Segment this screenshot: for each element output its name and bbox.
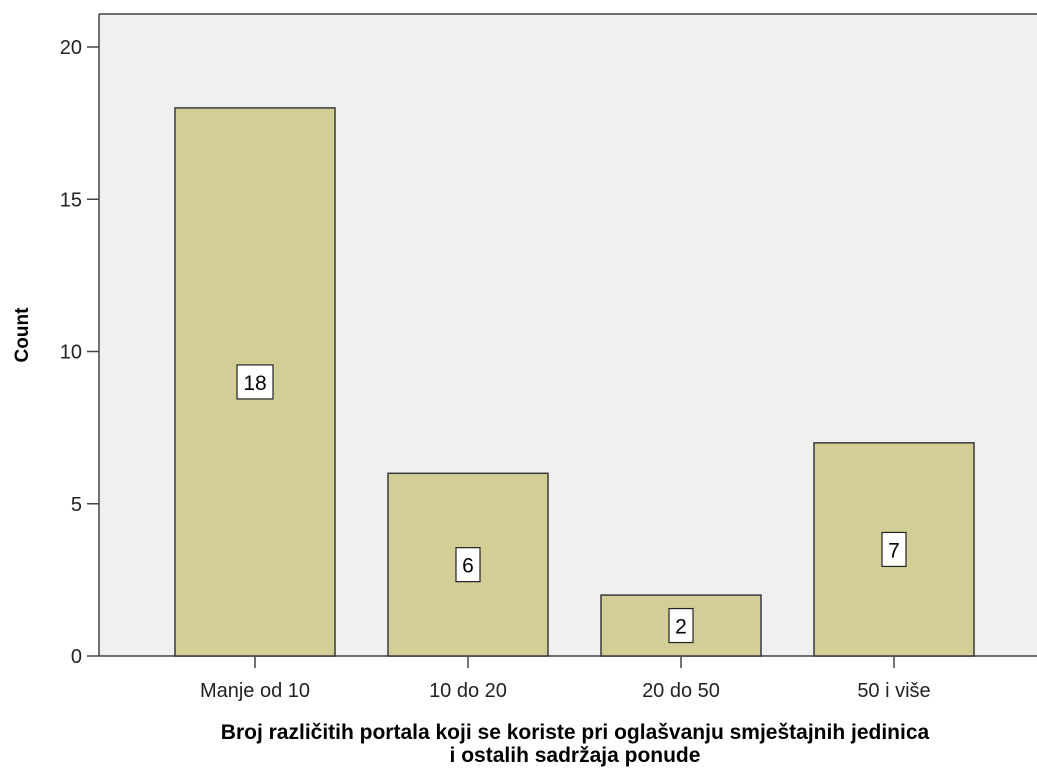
data-label: 18	[243, 372, 266, 395]
data-label: 7	[888, 539, 900, 562]
y-tick-label: 0	[71, 646, 82, 668]
y-tick-label: 15	[60, 189, 82, 211]
y-ticks-group: 0 5 10 15 20	[60, 37, 99, 668]
x-tick-label: 20 do 50	[642, 680, 720, 702]
y-tick-label: 20	[60, 37, 82, 59]
y-tick-label: 5	[71, 494, 82, 516]
x-axis-label-line-2: i ostalih sadržaja ponude	[450, 744, 701, 767]
x-ticks-group: Manje od 10 10 do 20 20 do 50 50 i više	[200, 656, 931, 702]
data-label-box	[236, 364, 274, 400]
bars-group: 18 6 2 7	[174, 107, 975, 657]
data-label: 2	[675, 616, 687, 639]
x-tick-label: 10 do 20	[429, 680, 507, 702]
x-axis-label-line-1: Broj različitih portala koji se koriste …	[221, 721, 930, 744]
y-axis-label: Count	[12, 307, 33, 363]
data-label-box	[668, 607, 694, 644]
x-tick-label: Manje od 10	[200, 680, 310, 702]
data-label-box	[881, 531, 907, 568]
data-label: 6	[462, 555, 474, 578]
y-tick-label: 10	[60, 342, 82, 364]
x-tick-label: 50 i više	[857, 680, 930, 702]
data-label-box	[455, 547, 481, 583]
